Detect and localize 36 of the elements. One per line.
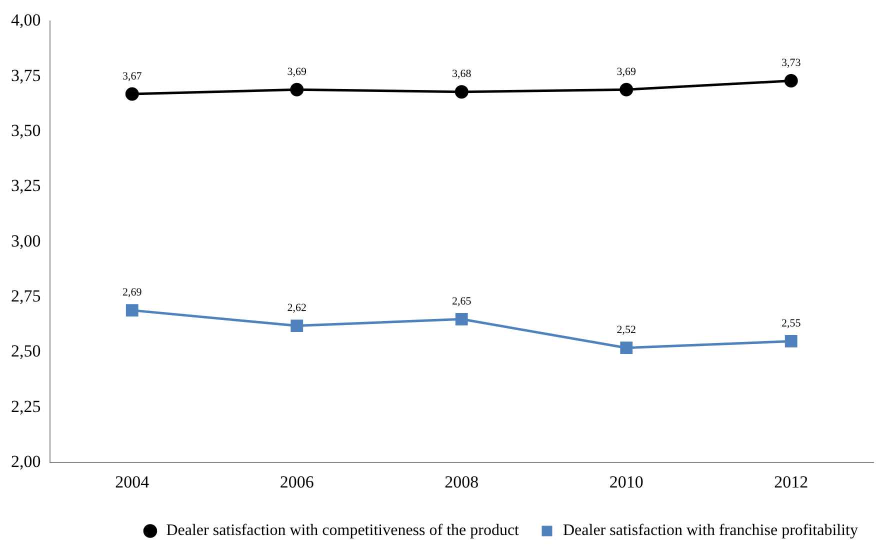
point <box>620 82 634 96</box>
y-tick-label: 4,00 <box>11 10 41 30</box>
point <box>126 304 138 317</box>
y-tick-label: 3,25 <box>11 176 41 196</box>
data-label: 2,52 <box>616 324 636 336</box>
x-tick-label: 2010 <box>609 472 644 492</box>
data-label: 3,68 <box>452 68 472 80</box>
point <box>784 335 798 348</box>
legend-label: Dealer satisfaction with franchise profitability <box>562 522 858 540</box>
point <box>290 82 304 96</box>
y-tick-label: 2,50 <box>11 342 41 361</box>
y-tick-label: 2,00 <box>11 452 41 472</box>
x-tick-label: 2008 <box>444 472 479 492</box>
data-label: 2,69 <box>122 286 142 299</box>
data-label: 2,62 <box>287 302 306 314</box>
data-label: 2,55 <box>782 318 802 330</box>
y-tick-label: 2,75 <box>11 286 41 306</box>
y-tick-label: 3,75 <box>11 66 41 85</box>
point <box>455 312 468 326</box>
point <box>620 342 633 354</box>
data-label: 3,69 <box>287 66 307 78</box>
data-label: 2,65 <box>452 296 472 308</box>
point <box>454 85 468 99</box>
legend-label: Dealer satisfaction with competitiveness of the product <box>166 522 520 540</box>
point <box>125 87 139 101</box>
y-tick-label: 2,25 <box>11 396 41 416</box>
y-tick-label: 3,00 <box>11 231 41 250</box>
data-label: 3,69 <box>616 66 636 78</box>
data-label: 3,67 <box>122 70 142 82</box>
data-label: 3,73 <box>782 57 802 70</box>
y-tick-label: 3,50 <box>11 121 41 140</box>
x-tick-label: 2006 <box>280 472 314 492</box>
point <box>290 320 304 332</box>
point <box>784 74 798 88</box>
x-tick-label: 2012 <box>774 472 808 492</box>
x-tick-label: 2004 <box>115 472 150 492</box>
